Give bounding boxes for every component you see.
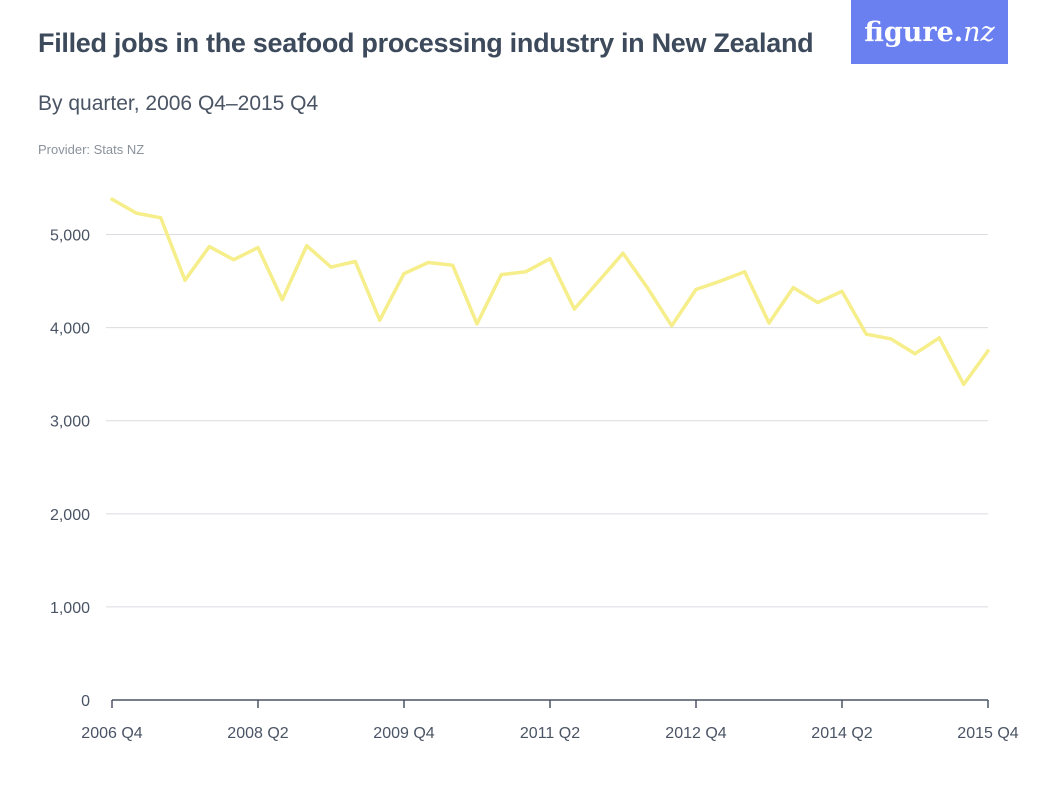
data-point bbox=[329, 265, 333, 269]
x-tick-label: 2015 Q4 bbox=[957, 725, 1018, 742]
data-point bbox=[353, 259, 357, 264]
series-line bbox=[110, 197, 990, 387]
chart-title: Filled jobs in the seafood processing in… bbox=[38, 28, 814, 58]
data-point bbox=[451, 263, 455, 267]
x-tick-label: 2008 Q2 bbox=[227, 725, 288, 742]
x-tick-label: 2014 Q2 bbox=[811, 725, 872, 742]
data-point bbox=[134, 211, 138, 215]
data-point bbox=[110, 197, 114, 201]
y-tick-label: 2,000 bbox=[50, 507, 90, 524]
data-point bbox=[524, 270, 528, 274]
data-point bbox=[864, 332, 868, 336]
data-point bbox=[207, 245, 211, 249]
data-point bbox=[621, 251, 625, 255]
data-point bbox=[645, 286, 649, 290]
figure-nz-logo[interactable]: figure. nz bbox=[851, 0, 1008, 64]
data-point bbox=[159, 216, 163, 220]
data-point bbox=[597, 279, 601, 283]
data-point bbox=[816, 300, 820, 305]
logo-text-suffix: nz bbox=[963, 16, 995, 48]
data-point bbox=[426, 260, 430, 265]
y-tick-label: 3,000 bbox=[50, 414, 90, 431]
x-tick-label: 2006 Q4 bbox=[81, 725, 142, 742]
data-point bbox=[280, 298, 284, 302]
y-tick-label: 0 bbox=[81, 693, 90, 710]
data-point bbox=[548, 257, 552, 261]
data-point bbox=[475, 322, 479, 326]
data-point bbox=[962, 382, 966, 387]
x-tick-label: 2012 Q4 bbox=[665, 725, 726, 742]
data-point bbox=[183, 278, 187, 282]
y-axis: 0 1,000 2,000 3,000 4,000 5,000 bbox=[50, 228, 90, 710]
data-provider: Provider: Stats NZ bbox=[38, 142, 145, 157]
data-point bbox=[232, 258, 236, 262]
data-point bbox=[670, 324, 674, 328]
data-point bbox=[937, 336, 941, 340]
data-point bbox=[889, 337, 893, 341]
y-tick-label: 5,000 bbox=[50, 228, 90, 245]
x-tick-label: 2009 Q4 bbox=[373, 725, 434, 742]
data-point bbox=[913, 352, 917, 356]
data-point bbox=[256, 245, 260, 250]
data-point bbox=[694, 287, 698, 292]
y-tick-label: 1,000 bbox=[50, 600, 90, 617]
data-point bbox=[791, 286, 795, 290]
data-point bbox=[743, 270, 747, 274]
data-point bbox=[305, 244, 309, 248]
logo-text: figure. bbox=[864, 16, 964, 48]
data-point bbox=[718, 279, 722, 283]
grid-lines bbox=[106, 234, 988, 608]
data-point bbox=[767, 321, 771, 325]
data-point bbox=[402, 272, 406, 276]
chart-subtitle: By quarter, 2006 Q4–2015 Q4 bbox=[38, 92, 319, 115]
series-group bbox=[110, 197, 990, 387]
x-tick-label: 2011 Q2 bbox=[520, 725, 580, 742]
data-point bbox=[840, 289, 844, 293]
x-axis: 2006 Q4 2008 Q2 2009 Q4 2011 Q2 2012 Q4 2014 … bbox=[81, 699, 1019, 742]
data-point bbox=[572, 307, 576, 311]
data-point bbox=[378, 318, 382, 322]
y-tick-label: 4,000 bbox=[50, 321, 90, 338]
data-point bbox=[986, 349, 990, 353]
data-point bbox=[499, 272, 503, 277]
